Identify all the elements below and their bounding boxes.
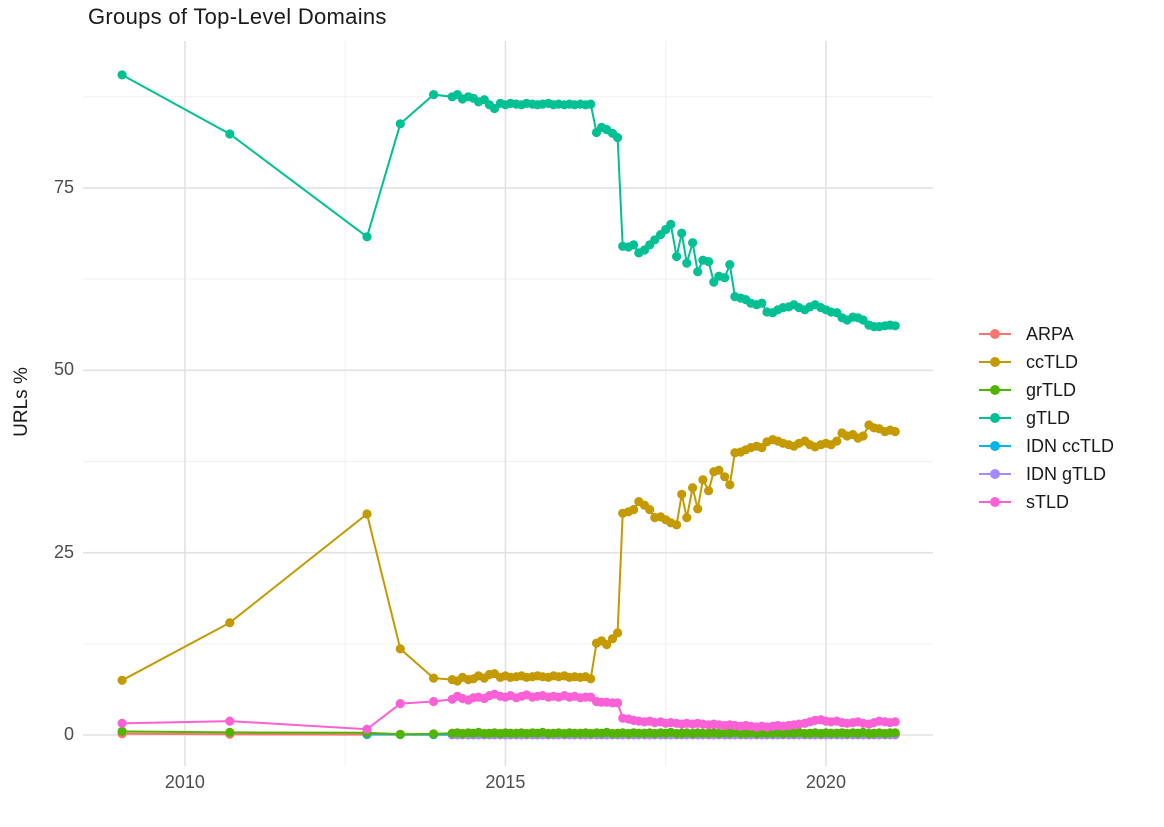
data-point-cctld — [117, 675, 127, 685]
data-point-stld — [890, 717, 900, 727]
data-point-gtld — [117, 70, 127, 80]
legend-label: gTLD — [1026, 407, 1071, 428]
data-point-cctld — [677, 489, 687, 499]
data-point-stld — [613, 698, 623, 708]
legend-item-idn-cctld: IDN ccTLD — [978, 432, 1114, 460]
x-tick-label: 2010 — [164, 772, 205, 792]
data-point-stld — [395, 699, 405, 709]
legend-item-stld: sTLD — [978, 488, 1114, 516]
data-point-gtld — [890, 321, 900, 331]
data-point-cctld — [704, 486, 714, 496]
legend-label: sTLD — [1026, 491, 1070, 512]
data-point-cctld — [225, 618, 235, 628]
data-point-gtld — [586, 99, 596, 109]
y-tick-label: 75 — [53, 176, 74, 197]
data-point-cctld — [613, 628, 623, 638]
legend-key-icon — [979, 357, 1011, 367]
chart-title: Groups of Top-Level Domains — [88, 4, 387, 29]
legend-key-icon — [979, 385, 1011, 395]
data-point-cctld — [725, 480, 735, 490]
data-point-grtld — [395, 729, 405, 739]
data-point-cctld — [698, 475, 708, 485]
legend-label: ccTLD — [1026, 351, 1079, 372]
legend-key-icon — [979, 497, 1011, 507]
data-point-stld — [362, 724, 372, 734]
legend-item-cctld: ccTLD — [978, 348, 1114, 376]
data-point-gtld — [757, 298, 767, 308]
y-tick-label: 0 — [63, 724, 74, 744]
data-point-cctld — [429, 673, 439, 683]
data-point-gtld — [720, 273, 730, 283]
y-tick-label: 25 — [53, 541, 74, 562]
data-point-cctld — [890, 427, 900, 437]
legend: ARPA ccTLD grTLD gTLD IDN ccTLD IDN gTLD sTLD — [978, 320, 1114, 516]
series-line-gtld — [121, 74, 896, 328]
legend-label: ARPA — [1026, 323, 1074, 344]
data-point-gtld — [666, 219, 676, 229]
data-point-cctld — [714, 465, 724, 475]
data-point-gtld — [677, 228, 687, 238]
data-point-cctld — [858, 431, 868, 441]
data-point-gtld — [395, 119, 405, 129]
data-point-cctld — [586, 674, 596, 684]
y-tick-label: 50 — [53, 359, 74, 380]
data-point-cctld — [832, 436, 842, 446]
data-point-gtld — [682, 258, 692, 268]
data-point-cctld — [645, 505, 655, 515]
legend-key-icon — [979, 413, 1011, 423]
data-point-gtld — [362, 232, 372, 242]
legend-item-grtld: grTLD — [978, 376, 1114, 404]
legend-item-idn-gtld: IDN gTLD — [978, 460, 1114, 488]
data-point-grtld — [429, 729, 439, 739]
data-point-cctld — [395, 644, 405, 654]
data-point-gtld — [693, 267, 703, 277]
data-point-gtld — [613, 133, 623, 143]
data-point-grtld — [225, 727, 235, 738]
data-point-grtld — [890, 728, 900, 738]
x-tick-label: 2015 — [485, 772, 526, 792]
legend-key-icon — [979, 469, 1011, 479]
legend-item-arpa: ARPA — [978, 320, 1114, 348]
data-point-cctld — [602, 640, 612, 650]
legend-label: IDN gTLD — [1026, 463, 1107, 484]
data-point-cctld — [672, 520, 682, 530]
data-point-cctld — [682, 513, 692, 523]
legend-key-icon — [979, 329, 1011, 339]
legend-key-icon — [979, 441, 1011, 451]
legend-item-gtld: gTLD — [978, 404, 1114, 432]
data-point-stld — [225, 716, 235, 726]
data-point-gtld — [704, 257, 714, 267]
data-point-cctld — [629, 505, 639, 515]
legend-label: grTLD — [1026, 379, 1077, 400]
data-point-gtld — [629, 240, 639, 250]
data-point-stld — [117, 718, 127, 728]
data-point-cctld — [362, 509, 372, 519]
data-point-grtld — [117, 726, 127, 737]
data-point-cctld — [693, 504, 703, 514]
data-point-gtld — [688, 238, 698, 248]
data-point-stld — [429, 696, 439, 707]
legend-label: IDN ccTLD — [1026, 435, 1115, 456]
data-point-gtld — [672, 251, 682, 262]
data-point-cctld — [720, 472, 730, 482]
data-point-gtld — [225, 129, 235, 139]
data-point-gtld — [429, 90, 439, 100]
data-point-cctld — [688, 483, 698, 493]
x-tick-label: 2020 — [805, 772, 846, 792]
data-point-gtld — [725, 260, 735, 270]
